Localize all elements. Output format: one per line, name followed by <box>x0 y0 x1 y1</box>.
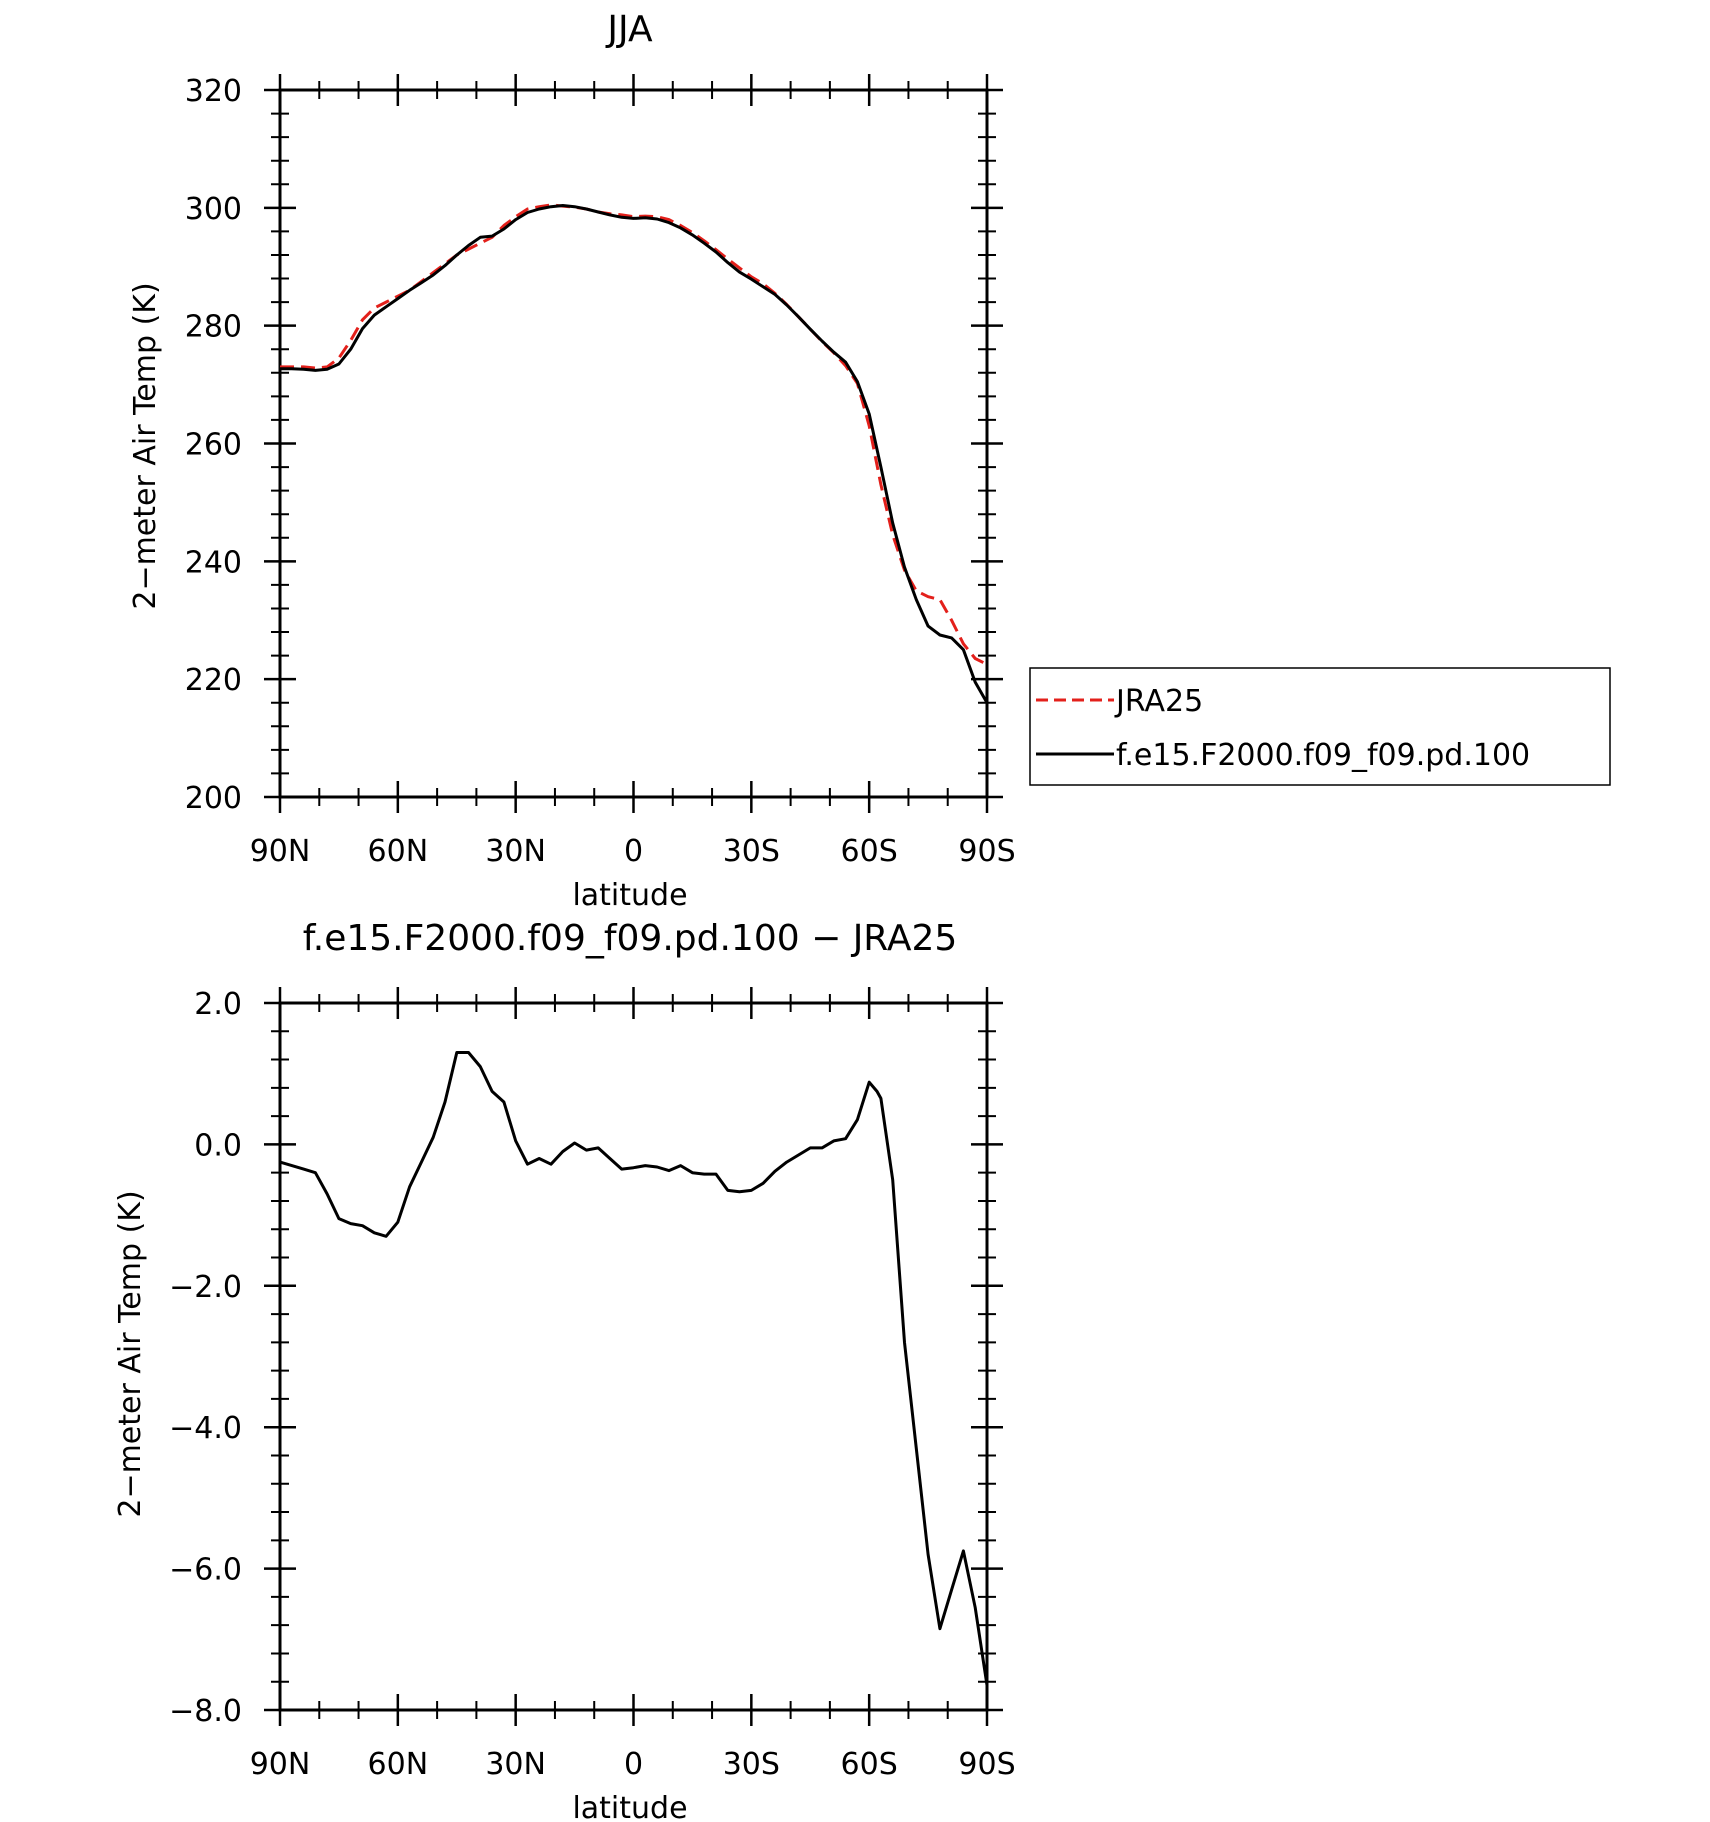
legend: JRA25 f.e15.F2000.f09_f09.pd.100 <box>1029 667 1611 786</box>
temperature-plot: JJA 90N 60N 30N 0 30S 60S 90S 200 220 240 260 280 3… <box>128 9 1016 913</box>
legend-label-jra25: JRA25 <box>1114 684 1203 719</box>
y-tick-label: −6.0 <box>169 1553 242 1588</box>
x-tick-label: 90S <box>958 1747 1015 1782</box>
plot-border <box>278 88 989 799</box>
y-tick-label: 240 <box>185 545 242 580</box>
x-tick-label: 0 <box>624 1747 643 1782</box>
y-tick-label: 260 <box>185 428 242 463</box>
x-tick-label: 30S <box>723 834 780 869</box>
x-tick-label: 30N <box>485 1747 546 1782</box>
y-tick-label: −8.0 <box>169 1694 242 1729</box>
x-tick-label: 90S <box>958 834 1015 869</box>
x-tick-label: 60N <box>368 834 429 869</box>
series-line-f-e15-f2000-f09-f09-pd-100 <box>280 204 989 704</box>
x-tick-label: 60S <box>841 1747 898 1782</box>
plot-title: f.e15.F2000.f09_f09.pd.100 − JRA25 <box>303 918 958 959</box>
x-tick-label: 30S <box>723 1747 780 1782</box>
y-tick-labels: 200 220 240 260 280 300 320 <box>185 74 242 816</box>
y-tick-labels: −8.0 −6.0 −4.0 −2.0 0.0 2.0 <box>169 987 242 1729</box>
plot-title: JJA <box>605 9 653 50</box>
y-tick-label: 280 <box>185 310 242 345</box>
axis-ticks <box>264 74 1003 813</box>
series-line-difference <box>279 1051 989 1686</box>
series-line-jra25 <box>280 203 988 666</box>
y-tick-label: −2.0 <box>169 1270 242 1305</box>
difference-plot: f.e15.F2000.f09_f09.pd.100 − JRA25 90N 60… <box>113 918 1016 1822</box>
y-tick-label: 300 <box>185 192 242 227</box>
series-group <box>279 1051 989 1686</box>
x-tick-labels: 90N 60N 30N 0 30S 60S 90S <box>250 1747 1016 1782</box>
legend-box <box>1029 667 1611 786</box>
x-tick-label: 90N <box>250 834 311 869</box>
y-axis-label: 2−meter Air Temp (K) <box>113 1190 148 1517</box>
y-axis-label: 2−meter Air Temp (K) <box>128 282 163 609</box>
x-tick-label: 30N <box>485 834 546 869</box>
y-tick-label: 2.0 <box>194 987 242 1022</box>
y-tick-label: 320 <box>185 74 242 109</box>
y-tick-label: 200 <box>185 781 242 816</box>
x-tick-labels: 90N 60N 30N 0 30S 60S 90S <box>250 834 1016 869</box>
x-tick-label: 90N <box>250 1747 311 1782</box>
y-tick-label: −4.0 <box>169 1411 242 1446</box>
x-axis-label: latitude <box>572 1791 687 1822</box>
x-tick-label: 60N <box>368 1747 429 1782</box>
axis-ticks <box>264 987 1003 1726</box>
x-tick-label: 60S <box>841 834 898 869</box>
series-group <box>280 203 989 704</box>
x-axis-label: latitude <box>572 878 687 913</box>
plot-frame <box>278 88 989 799</box>
x-tick-label: 0 <box>624 834 643 869</box>
legend-label-model: f.e15.F2000.f09_f09.pd.100 <box>1116 738 1530 773</box>
y-tick-label: 0.0 <box>194 1128 242 1163</box>
y-tick-label: 220 <box>185 663 242 698</box>
